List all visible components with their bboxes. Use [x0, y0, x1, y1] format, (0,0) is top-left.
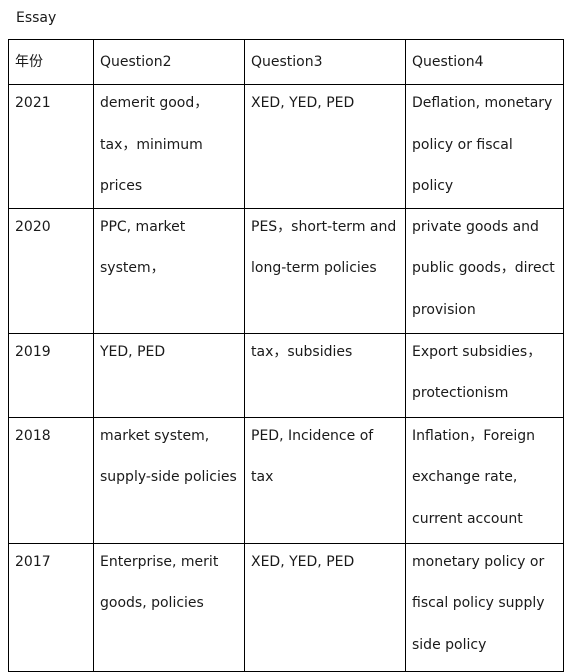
question3-cell: XED, YED, PED [244, 84, 406, 209]
question3-cell: XED, YED, PED [244, 542, 406, 672]
question4-cell: Export subsidies，protectionism [405, 332, 564, 418]
year-value: 2020 [15, 218, 51, 235]
year-value: 2019 [15, 343, 51, 360]
question4-cell: Deflation, monetary policy or fiscal pol… [405, 84, 564, 209]
question3-cell: PES，short-term and long-term policies [244, 207, 406, 334]
header-cell-question3: Question3 [244, 39, 406, 85]
question2-cell: market system, supply-side policies [93, 416, 245, 544]
question2-cell: demerit good，tax，minimum prices [93, 84, 245, 209]
question2-topics: demerit good，tax，minimum prices [100, 95, 209, 195]
question4-topics: Inflation，Foreign exchange rate, current… [412, 427, 536, 527]
question3-topics: PES，short-term and long-term policies [251, 218, 397, 277]
year-cell: 2019 [8, 332, 94, 418]
table-row: 2020 PPC, market system， PES，short-term … [8, 207, 564, 334]
table-header-row: 年份 Question2 Question3 Question4 [8, 39, 564, 85]
question3-topics: tax，subsidies [251, 343, 353, 360]
question2-cell: Enterprise, merit goods, policies [93, 542, 245, 672]
table-row: 2021 demerit good，tax，minimum prices XED… [8, 84, 564, 209]
question2-topics: YED, PED [100, 343, 166, 360]
header-cell-question2: Question2 [93, 39, 245, 85]
question4-topics: private goods and public goods，direct pr… [412, 218, 555, 318]
year-value: 2017 [15, 553, 51, 570]
question4-topics: monetary policy or fiscal policy supply … [412, 553, 545, 653]
header-question4-label: Question4 [412, 54, 484, 70]
question2-cell: YED, PED [93, 332, 245, 418]
question3-topics: PED, Incidence of tax [251, 427, 374, 486]
question4-cell: Inflation，Foreign exchange rate, current… [405, 416, 564, 544]
question2-topics: market system, supply-side policies [100, 427, 237, 486]
year-value: 2018 [15, 427, 51, 444]
page-title: Essay [16, 10, 57, 26]
table-row: 2017 Enterprise, merit goods, policies X… [8, 542, 564, 672]
question2-topics: PPC, market system， [100, 218, 186, 277]
table-row: 2018 market system, supply-side policies… [8, 416, 564, 544]
year-cell: 2021 [8, 84, 94, 209]
essay-table: 年份 Question2 Question3 Question4 2021 de… [8, 39, 564, 672]
question4-cell: monetary policy or fiscal policy supply … [405, 542, 564, 672]
question4-cell: private goods and public goods，direct pr… [405, 207, 564, 334]
question2-topics: Enterprise, merit goods, policies [100, 553, 219, 612]
question4-topics: Export subsidies，protectionism [412, 343, 542, 402]
year-value: 2021 [15, 95, 51, 111]
header-year-label: 年份 [15, 54, 43, 70]
question3-topics: XED, YED, PED [251, 95, 355, 111]
header-question2-label: Question2 [100, 54, 172, 70]
question3-cell: PED, Incidence of tax [244, 416, 406, 544]
header-question3-label: Question3 [251, 54, 323, 70]
year-cell: 2018 [8, 416, 94, 544]
year-cell: 2020 [8, 207, 94, 334]
year-cell: 2017 [8, 542, 94, 672]
question3-cell: tax，subsidies [244, 332, 406, 418]
question3-topics: XED, YED, PED [251, 553, 355, 570]
question4-topics: Deflation, monetary policy or fiscal pol… [412, 95, 553, 195]
table-row: 2019 YED, PED tax，subsidies Export subsi… [8, 332, 564, 418]
header-cell-year: 年份 [8, 39, 94, 85]
question2-cell: PPC, market system， [93, 207, 245, 334]
header-cell-question4: Question4 [405, 39, 564, 85]
